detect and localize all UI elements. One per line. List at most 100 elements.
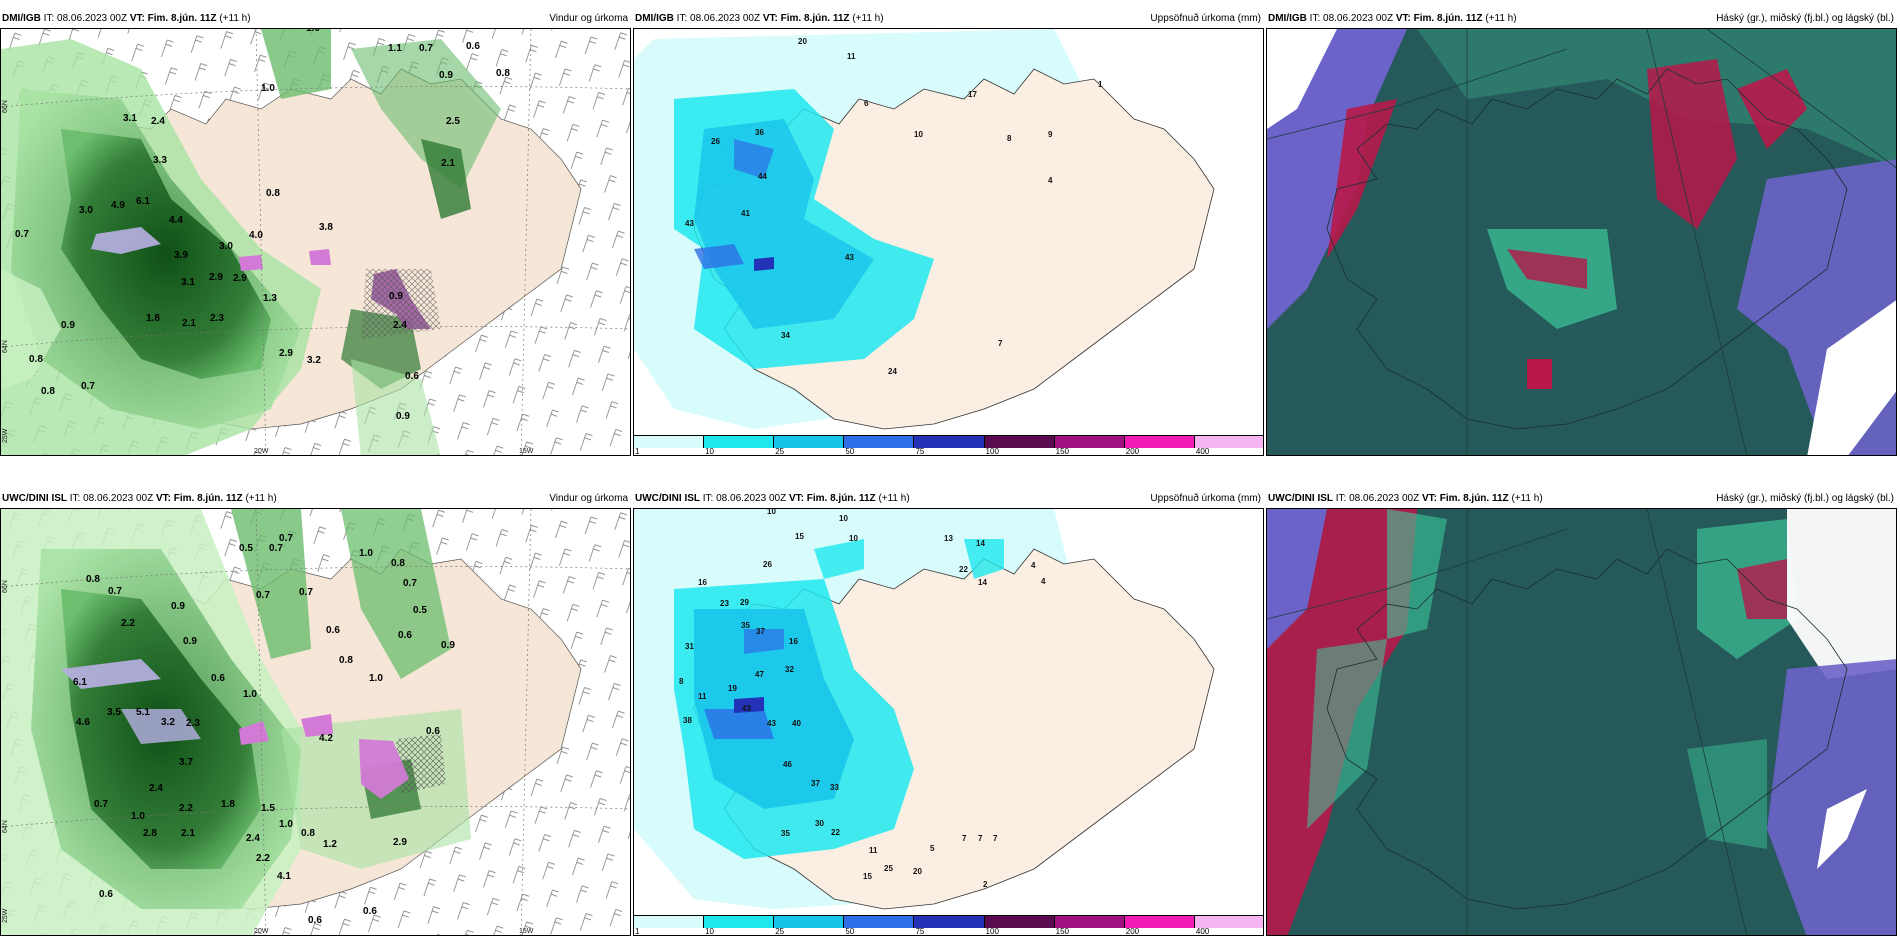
- accum-value-label: 9: [879, 509, 884, 511]
- accum-value-label: 32: [785, 665, 794, 674]
- lead-label: (+11 h): [245, 493, 277, 504]
- precip-value-label: 2.2: [256, 853, 270, 864]
- precip-value-label: 0.8: [496, 68, 510, 79]
- precip-value-label: 0.5: [413, 605, 427, 616]
- accum-value-label: 19: [728, 684, 737, 693]
- lon-label: 25W: [2, 428, 9, 443]
- accum-value-label: 23: [720, 599, 729, 608]
- accum-value-label: 35: [781, 829, 790, 838]
- accum-value-label: 11: [847, 52, 856, 61]
- accum-value-label: 41: [741, 209, 750, 218]
- accum-value-label: 20: [798, 37, 807, 46]
- accum-value-label: 15: [863, 872, 872, 881]
- accum-value-label: 46: [783, 760, 792, 769]
- lon-label: 15W: [519, 448, 534, 455]
- lat-label: 64N: [2, 820, 9, 833]
- panel-header: DMI/IGB IT: 08.06.2023 00Z VT: Fim. 8.jú…: [0, 10, 631, 28]
- precip-value-label: 0.9: [183, 636, 197, 647]
- colorbar-swatch: [1124, 436, 1195, 448]
- colorbar-swatch: [844, 916, 915, 928]
- precip-value-label: 2.5: [446, 116, 460, 127]
- accum-value-label: 37: [756, 627, 765, 636]
- precip-value-label: 0.7: [256, 590, 270, 601]
- map-svg: 66N 64N 20W 15W 25W 1.0 0.6 1.1 0.7 0.6 1.0 0.…: [1, 29, 630, 455]
- lead-label: (+11 h): [1485, 13, 1517, 24]
- colorbar-swatch: [704, 436, 775, 448]
- precip-value-label: 0.6: [326, 625, 340, 636]
- accum-value-label: 26: [711, 137, 720, 146]
- accum-value-label: 33: [830, 783, 839, 792]
- precip-value-label: 0.9: [61, 320, 75, 331]
- precip-value-label: 3.5: [107, 707, 121, 718]
- precip-value-label: 0.7: [279, 533, 293, 544]
- accum-value-label: 9: [1048, 130, 1053, 139]
- accum-value-label: 29: [740, 598, 749, 607]
- clouds-map: [1266, 508, 1897, 936]
- colorbar-tick-label: 10: [705, 447, 715, 456]
- precip-value-label: 2.3: [210, 313, 224, 324]
- accum-value-label: 44: [758, 172, 767, 181]
- panel-title: Uppsöfnuð úrkoma (mm): [1150, 493, 1261, 504]
- colorbar-swatch: [1194, 916, 1263, 928]
- panel-top-accum-precip: DMI/IGB IT: 08.06.2023 00Z VT: Fim. 8.jú…: [633, 10, 1264, 456]
- precip-value-label: 3.2: [161, 717, 175, 728]
- precip-value-label: 1.0: [131, 811, 145, 822]
- precip-value-label: 0.7: [403, 578, 417, 589]
- precip-value-label: 0.9: [441, 640, 455, 651]
- precip-value-label: 0.8: [266, 188, 280, 199]
- accum-value-label: 1: [1098, 80, 1103, 89]
- accum-value-label: 4: [1041, 577, 1046, 586]
- precip-value-label: 0.6: [405, 371, 419, 382]
- precip-value-label: 0.6: [426, 726, 440, 737]
- source-label: DMI/IGB: [1268, 13, 1307, 24]
- precip-value-label: 4.4: [169, 215, 183, 226]
- map-svg: [1267, 509, 1896, 935]
- it-label: IT:: [43, 13, 55, 24]
- vt-label: VT: Fim. 8.jún. 11Z: [1395, 13, 1483, 24]
- accum-value-label: 11: [869, 846, 878, 855]
- precip-value-label: 2.4: [149, 783, 163, 794]
- precip-value-label: 0.7: [299, 587, 313, 598]
- lead-label: (+11 h): [1511, 493, 1543, 504]
- colorbar-tick-label: 75: [915, 447, 925, 456]
- lat-label: 64N: [2, 340, 9, 353]
- precip-value-label: 4.9: [111, 200, 125, 211]
- precip-value-label: 0.8: [29, 354, 43, 365]
- precip-value-label: 0.6: [466, 41, 480, 52]
- colorbar-swatch: [774, 436, 845, 448]
- accum-value-label: 14: [978, 578, 987, 587]
- accum-value-label: 5: [930, 844, 935, 853]
- precip-value-label: 1.0: [306, 29, 320, 34]
- accum-value-label: 43: [767, 719, 776, 728]
- accum-value-label: 17: [968, 90, 977, 99]
- precip-value-label: 0.5: [239, 543, 253, 554]
- vt-label: VT: Fim. 8.jún. 11Z: [788, 493, 876, 504]
- colorbar-tick-label: 25: [775, 447, 785, 456]
- map-svg: [1267, 29, 1896, 455]
- lead-label: (+11 h): [219, 13, 251, 24]
- precip-value-label: 0.9: [389, 291, 403, 302]
- panel-header: UWC/DINI ISL IT: 08.06.2023 00Z VT: Fim.…: [0, 490, 631, 508]
- precip-value-label: 0.6: [99, 889, 113, 900]
- precip-value-label: 0.6: [363, 906, 377, 917]
- colorbar-tick-label: 400: [1195, 927, 1210, 936]
- accum-value-label: 14: [976, 539, 985, 548]
- lat-label: 66N: [2, 100, 9, 113]
- precip-value-label: 2.1: [182, 318, 196, 329]
- source-label: UWC/DINI ISL: [1268, 493, 1333, 504]
- panel-title: Háský (gr.), miðský (fj.bl.) og lágský (…: [1716, 13, 1894, 24]
- precip-value-label: 3.2: [307, 355, 321, 366]
- colorbar-swatch: [634, 916, 705, 928]
- precip-value-label: 2.4: [151, 116, 165, 127]
- accum-value-label: 34: [781, 331, 790, 340]
- panel-title: Vindur og úrkoma: [549, 13, 628, 24]
- source-label: DMI/IGB: [2, 13, 41, 24]
- colorbar-swatch: [1054, 436, 1125, 448]
- precip-value-label: 0.7: [94, 799, 108, 810]
- accum-value-label: 37: [811, 779, 820, 788]
- it-value: 08.06.2023 00Z: [690, 13, 761, 24]
- accum-value-label: 40: [792, 719, 801, 728]
- colorbar-tick-label: 100: [985, 927, 999, 936]
- accum-value-label: 10: [839, 514, 848, 523]
- colorbar-tick-label: 200: [1125, 447, 1140, 456]
